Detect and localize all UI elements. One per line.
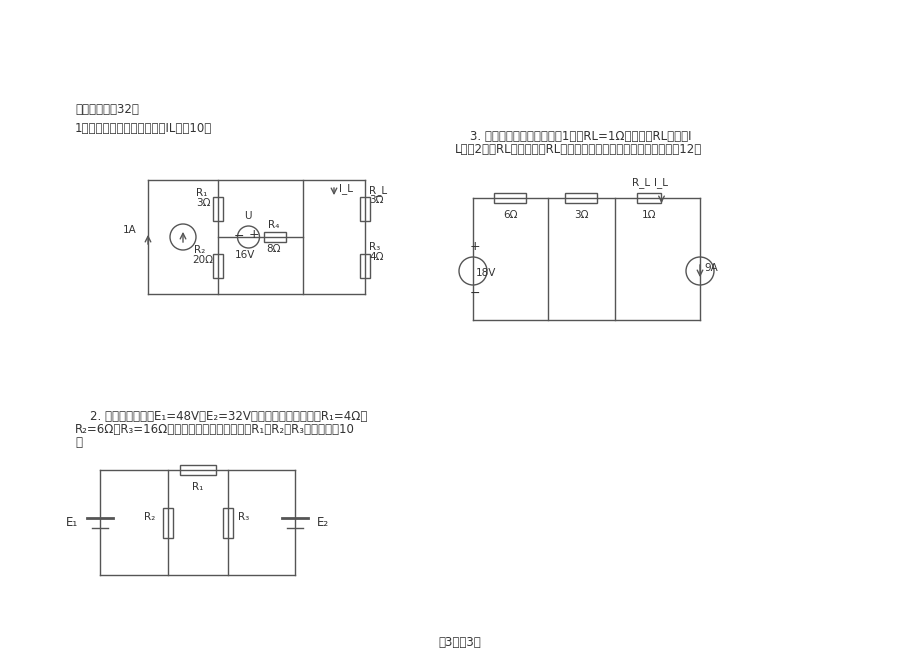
Text: E₁: E₁ bbox=[66, 516, 78, 529]
Text: I_L: I_L bbox=[338, 183, 353, 194]
Text: R₄: R₄ bbox=[267, 220, 278, 230]
Bar bbox=[265, 232, 286, 242]
Text: U: U bbox=[244, 211, 251, 221]
Bar bbox=[494, 193, 526, 203]
Text: I_L: I_L bbox=[653, 177, 668, 188]
Text: 1A: 1A bbox=[123, 225, 137, 235]
Text: 3. 如所示，用戴维宁定理（1）若RL=1Ω，求电阻RL中电流I: 3. 如所示，用戴维宁定理（1）若RL=1Ω，求电阻RL中电流I bbox=[455, 130, 691, 143]
Text: +: + bbox=[470, 240, 480, 253]
Text: R₂: R₂ bbox=[144, 513, 155, 523]
Bar bbox=[222, 508, 233, 538]
Text: 3Ω: 3Ω bbox=[369, 195, 383, 205]
Bar bbox=[565, 193, 596, 203]
Text: 1、用回路电流法，求解电流IL。（10）: 1、用回路电流法，求解电流IL。（10） bbox=[75, 122, 212, 135]
Text: 3Ω: 3Ω bbox=[196, 198, 210, 208]
Text: R₃: R₃ bbox=[238, 513, 249, 523]
Text: 1Ω: 1Ω bbox=[641, 210, 656, 220]
Text: −: − bbox=[470, 287, 480, 300]
Bar bbox=[359, 254, 369, 277]
Text: 3Ω: 3Ω bbox=[573, 210, 588, 220]
Text: R₂: R₂ bbox=[194, 245, 205, 255]
Text: −: − bbox=[233, 230, 244, 243]
Text: 6Ω: 6Ω bbox=[503, 210, 517, 220]
Bar bbox=[637, 193, 661, 203]
Text: E₂: E₂ bbox=[316, 516, 329, 529]
Text: R₂=6Ω，R₃=16Ω，试用叠加原理求通过电阻R₁、R₂、R₃的电流。（10: R₂=6Ω，R₃=16Ω，试用叠加原理求通过电阻R₁、R₂、R₃的电流。（10 bbox=[75, 423, 355, 436]
Text: 4Ω: 4Ω bbox=[369, 252, 383, 262]
Text: L；（2）当RL为多大时，RL能获得最大功率，并求出最大功率。（12）: L；（2）当RL为多大时，RL能获得最大功率，并求出最大功率。（12） bbox=[455, 143, 701, 156]
Text: R₁: R₁ bbox=[196, 188, 207, 198]
Text: 18V: 18V bbox=[475, 268, 496, 278]
Text: 8Ω: 8Ω bbox=[266, 244, 280, 254]
Text: 16V: 16V bbox=[235, 250, 255, 260]
Text: ）: ） bbox=[75, 436, 82, 449]
Text: 第3页共3页: 第3页共3页 bbox=[438, 636, 481, 649]
Text: 2. 已知电源电动势E₁=48V，E₂=32V，电源内阻不计，电阻R₁=4Ω，: 2. 已知电源电动势E₁=48V，E₂=32V，电源内阻不计，电阻R₁=4Ω， bbox=[75, 410, 367, 423]
Text: 20Ω: 20Ω bbox=[192, 255, 213, 265]
Bar bbox=[213, 254, 222, 277]
Text: +: + bbox=[248, 228, 258, 241]
Text: R_L: R_L bbox=[631, 177, 650, 188]
Text: R_L: R_L bbox=[369, 185, 387, 196]
Bar bbox=[163, 508, 173, 538]
Bar bbox=[180, 465, 216, 475]
Bar bbox=[213, 196, 222, 220]
Text: 9A: 9A bbox=[703, 263, 717, 273]
Bar bbox=[359, 196, 369, 220]
Text: 四、计算题（32）: 四、计算题（32） bbox=[75, 103, 139, 116]
Text: R₁: R₁ bbox=[192, 482, 203, 492]
Text: R₃: R₃ bbox=[369, 242, 380, 252]
